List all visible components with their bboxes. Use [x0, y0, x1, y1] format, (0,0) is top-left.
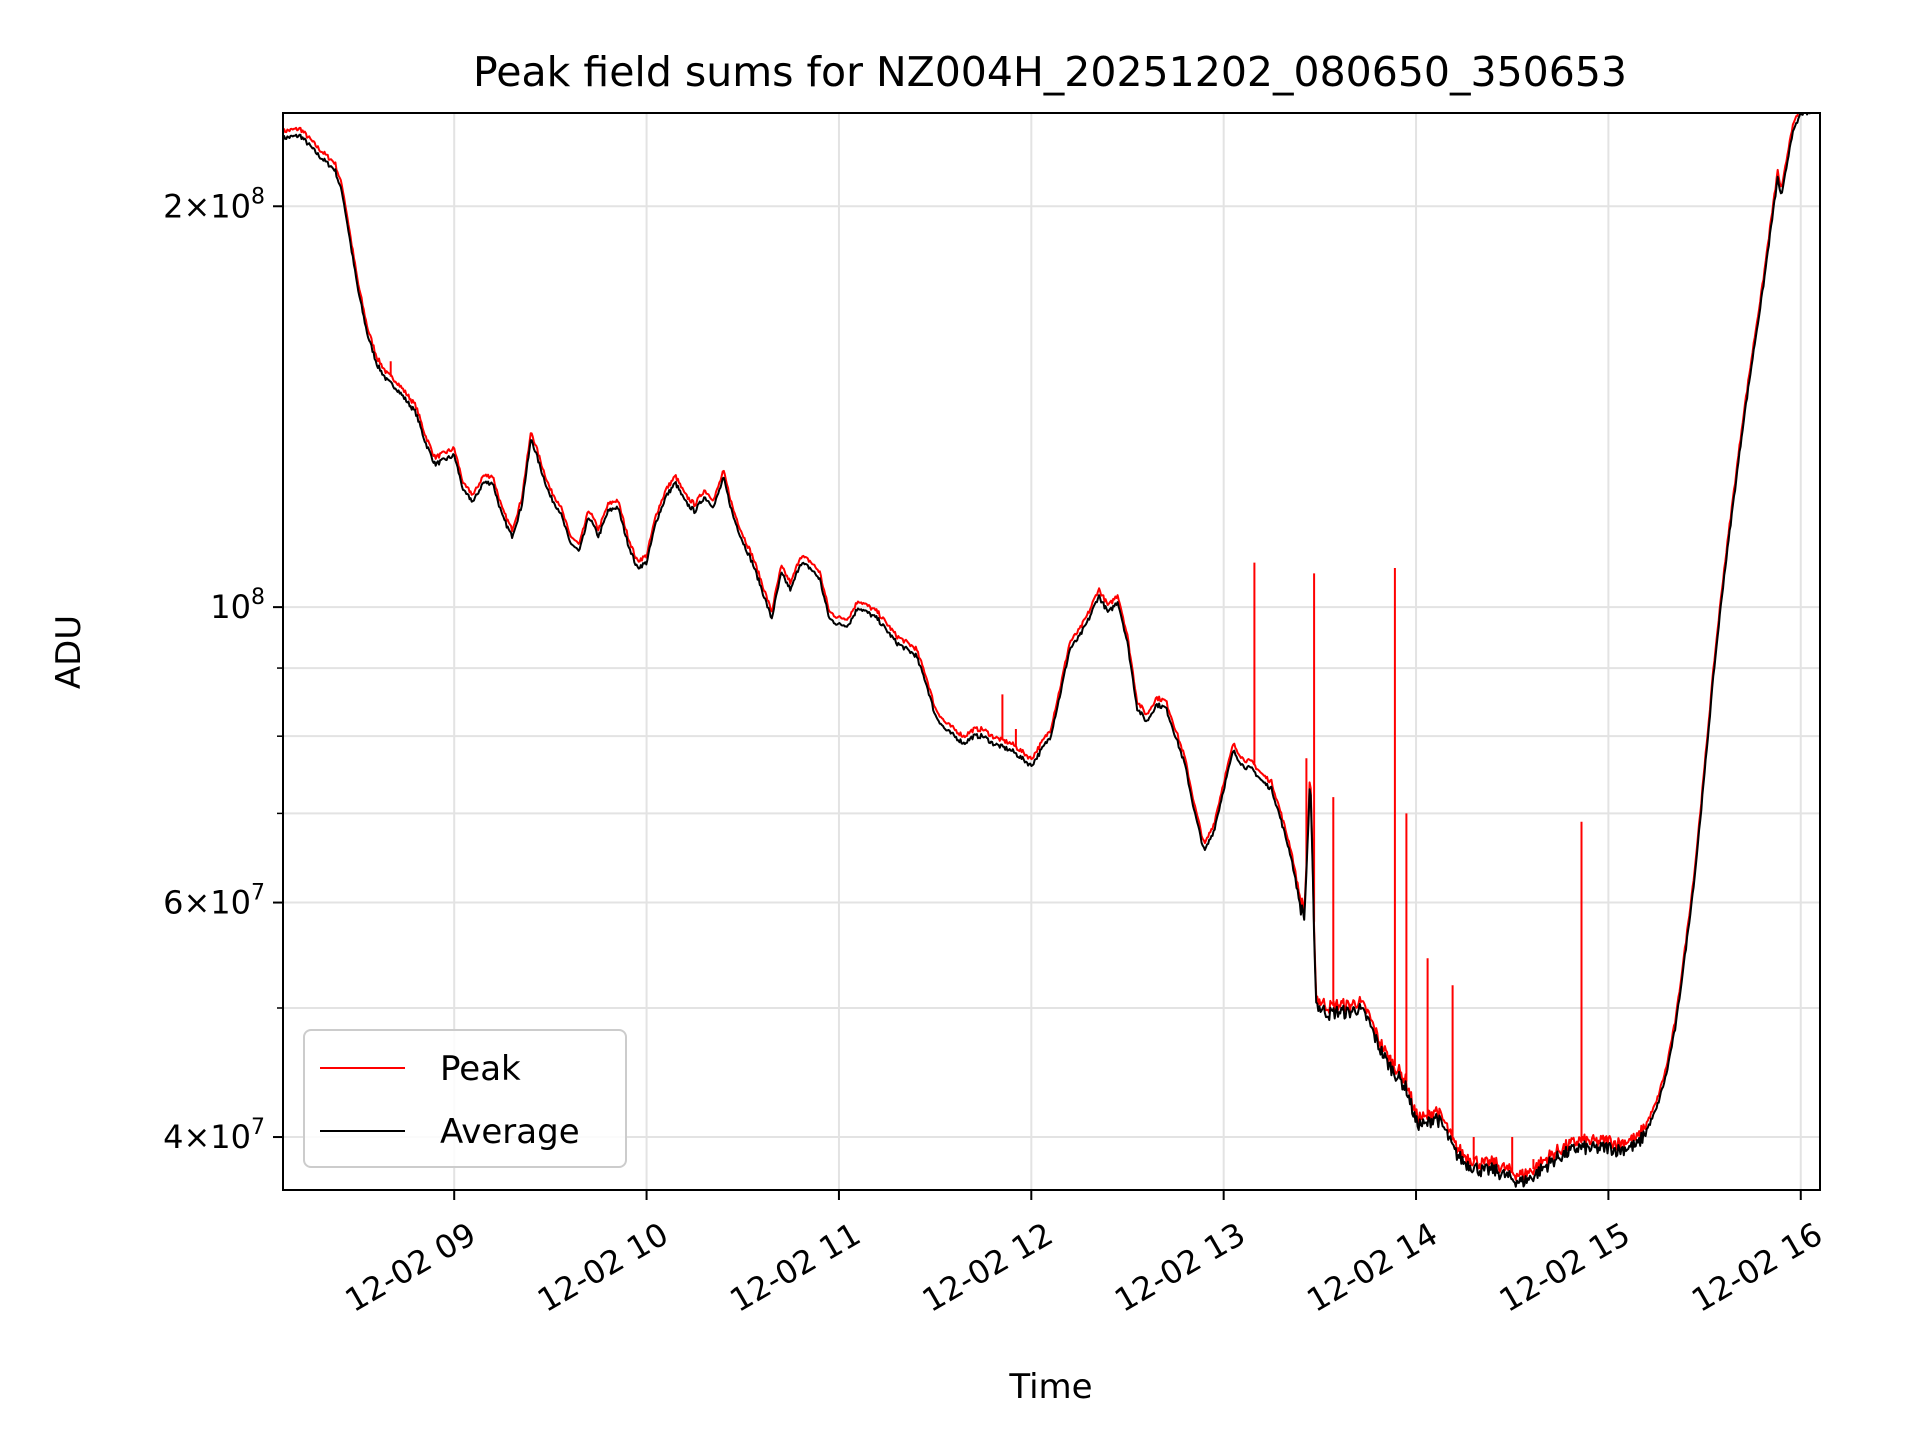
axes-frame — [282, 112, 1821, 1191]
x-tick-label: 12-02 14 — [1300, 1215, 1444, 1320]
x-tick-label: 12-02 16 — [1685, 1215, 1829, 1320]
x-tick-label: 12-02 12 — [916, 1215, 1060, 1320]
y-tick-label: 108 — [210, 585, 265, 626]
average-series-line — [283, 113, 1811, 1188]
y-tick-label: 4×107 — [163, 1115, 265, 1156]
x-tick-label: 12-02 09 — [339, 1215, 483, 1320]
y-tick-label: 6×107 — [163, 881, 265, 922]
legend-box — [303, 1029, 627, 1168]
x-tick-label: 12-02 15 — [1493, 1215, 1637, 1320]
x-tick-label: 12-02 11 — [723, 1215, 867, 1320]
legend: Peak Average — [303, 1029, 627, 1168]
peak-series-line — [283, 113, 1800, 1181]
legend-average-label: Average — [440, 1112, 580, 1152]
plot-series — [283, 113, 1811, 1188]
plot-area-border — [282, 112, 1821, 1191]
grid-layer — [283, 113, 1820, 1190]
x-axis-label: Time — [1008, 1367, 1092, 1407]
y-tick-label: 2×108 — [163, 184, 265, 225]
chart-title: Peak field sums for NZ004H_20251202_0806… — [473, 48, 1627, 96]
x-tick-label: 12-02 13 — [1108, 1215, 1252, 1320]
x-tick-label: 12-02 10 — [531, 1215, 675, 1320]
y-axis-label: ADU — [49, 615, 89, 689]
legend-peak-label: Peak — [440, 1049, 521, 1089]
